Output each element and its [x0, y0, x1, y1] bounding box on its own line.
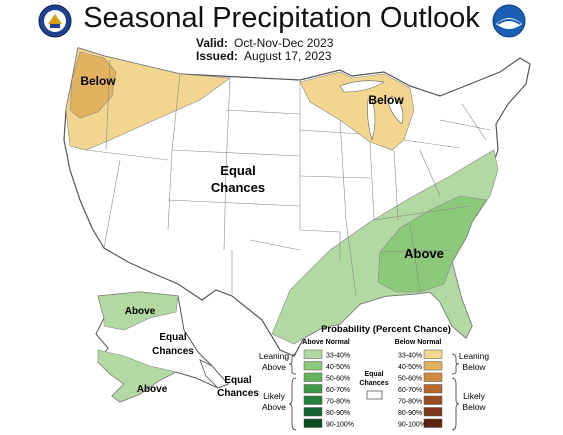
legend-likely-below-2: Below [462, 402, 486, 412]
below-region-great-lakes [299, 71, 415, 151]
legend-equal-1: Equal [364, 371, 383, 378]
legend-below-range-3: 50-60% [398, 376, 422, 383]
legend-below-header: Below Normal [395, 339, 442, 346]
page-title: Seasonal Precipitation Outlook [83, 2, 480, 34]
label-alaska-above-south: Above [137, 384, 168, 395]
brace-likely-below [451, 377, 460, 431]
brace-likely-above [288, 377, 297, 431]
label-equal-chances-2: Chances [211, 180, 265, 195]
brace-leaning-above [288, 353, 297, 375]
label-below-west: Below [80, 74, 116, 88]
legend-leaning-below-1: Leaning [459, 351, 490, 361]
valid-line: Valid: Oct-Nov-Dec 2023 [196, 36, 333, 50]
legend-likely-above-2: Above [262, 402, 286, 412]
above-region-southeast-core [377, 195, 487, 293]
legend-below-swatch-5 [423, 395, 443, 405]
legend-below-swatch-3 [423, 372, 443, 382]
legend-above-range-2: 40-50% [326, 364, 350, 371]
legend-below-swatch-7 [423, 418, 443, 428]
legend-equal-swatch [366, 390, 383, 400]
below-region-northwest-core [69, 51, 117, 119]
legend-above-swatch-7 [303, 418, 323, 428]
state-boundaries [85, 59, 491, 297]
label-alaska-equal-1: Equal [159, 332, 186, 343]
label-below-great-lakes: Below [368, 93, 404, 107]
legend-above-swatch-4 [303, 384, 323, 394]
valid-label: Valid: [196, 36, 229, 50]
issued-line: Issued: August 17, 2023 [196, 49, 331, 63]
label-alaska-equal-2: Chances [152, 346, 194, 357]
legend-above-swatch-6 [303, 407, 323, 417]
issued-label: Issued: [196, 49, 239, 63]
legend-below-swatch-6 [423, 407, 443, 417]
lake-superior [339, 80, 385, 93]
legend-below-range-1: 33-40% [398, 353, 422, 360]
legend-above-range-1: 33-40% [326, 353, 350, 360]
legend-above-range-5: 70-80% [326, 399, 350, 406]
legend: Probability (Percent Chance) Above Norma… [259, 324, 490, 431]
legend-above-range-6: 80-90% [326, 410, 350, 417]
legend-equal-2: Chances [359, 380, 388, 387]
alaska-panhandle [199, 359, 229, 389]
legend-above-swatch-1 [303, 349, 323, 359]
legend-below-range-7: 90-100% [398, 422, 426, 429]
legend-below-swatches: 33-40% 40-50% 50-60% 60-70% 70-80% 80-90% 90-1… [398, 349, 443, 429]
label-above-southeast: Above [404, 246, 444, 261]
legend-above-swatch-2 [303, 361, 323, 371]
lake-michigan [367, 99, 376, 142]
legend-above-range-7: 90-100% [326, 422, 354, 429]
lake-huron [387, 95, 404, 125]
legend-likely-above-1: Likely [263, 391, 285, 401]
legend-leaning-above-2: Above [262, 362, 286, 372]
issued-value: August 17, 2023 [244, 49, 332, 63]
legend-title: Probability (Percent Chance) [321, 324, 451, 335]
legend-below-swatch-2 [423, 361, 443, 371]
alaska-above-north [97, 291, 179, 331]
legend-below-range-2: 40-50% [398, 364, 422, 371]
legend-above-range-3: 50-60% [326, 376, 350, 383]
valid-value: Oct-Nov-Dec 2023 [234, 36, 334, 50]
label-alaska-above-north: Above [125, 306, 156, 317]
legend-above-swatch-3 [303, 372, 323, 382]
label-panhandle-equal-2: Chances [217, 388, 259, 399]
legend-above-swatch-5 [303, 395, 323, 405]
legend-below-range-5: 70-80% [398, 399, 422, 406]
legend-below-swatch-4 [423, 384, 443, 394]
legend-above-swatches: 33-40% 40-50% 50-60% 60-70% 70-80% 80-90% 90-1… [303, 349, 354, 429]
legend-above-header: Above Normal [302, 339, 350, 346]
legend-leaning-below-2: Below [462, 362, 486, 372]
legend-below-range-6: 80-90% [398, 410, 422, 417]
legend-below-range-4: 60-70% [398, 387, 422, 394]
legend-above-range-4: 60-70% [326, 387, 350, 394]
legend-below-swatch-1 [423, 349, 443, 359]
legend-likely-below-1: Likely [463, 391, 485, 401]
alaska-above-south [97, 349, 177, 403]
legend-leaning-above-1: Leaning [259, 351, 290, 361]
label-equal-chances-1: Equal [220, 163, 255, 178]
noaa-logo-icon [492, 4, 526, 38]
brace-leaning-below [451, 353, 460, 375]
label-panhandle-equal-1: Equal [224, 375, 251, 386]
doc-seal-icon [38, 4, 72, 38]
